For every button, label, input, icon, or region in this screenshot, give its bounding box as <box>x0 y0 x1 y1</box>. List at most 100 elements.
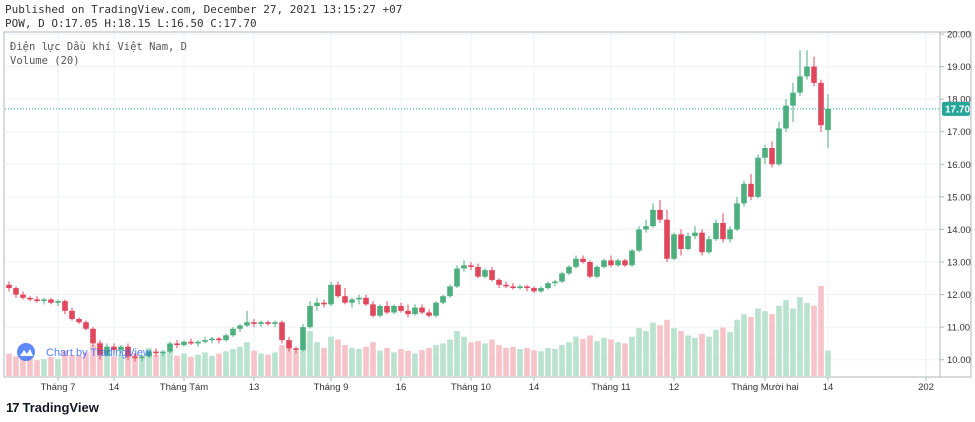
candle-body <box>237 325 243 329</box>
candle-body <box>321 302 327 305</box>
price-tick-label: 17.00 <box>947 127 971 138</box>
candle-body <box>510 286 516 289</box>
candle-body <box>461 265 467 269</box>
published-info: Published on TradingView.com, December 2… <box>5 3 403 16</box>
volume-bar <box>41 359 47 376</box>
last-price-label: 17.70 <box>945 104 970 115</box>
candle <box>300 323 306 352</box>
candle-body <box>559 273 565 282</box>
candle-body <box>755 157 761 197</box>
time-tick-label: 13 <box>249 382 260 393</box>
candle-body <box>209 338 215 341</box>
volume-bar <box>685 335 691 376</box>
time-axis: Tháng 7 14 Tháng Tám 13 Tháng 9 16 Tháng 10 14 T… <box>41 377 934 393</box>
candle-body <box>188 341 194 344</box>
candle-body <box>706 239 712 253</box>
tradingview-badge-icon <box>17 343 35 361</box>
volume-bar <box>349 347 355 376</box>
volume-bar <box>706 336 712 376</box>
mountain-glyph-icon <box>20 349 33 356</box>
price-axis: 20.00 19.00 18.00 17.00 16.00 15.00 14.00 13.00… <box>940 30 971 366</box>
candle-body <box>804 66 810 77</box>
volume-bar <box>629 336 635 376</box>
footer[interactable]: 17 TradingView <box>6 400 99 415</box>
price-tick-label: 18.00 <box>947 95 971 106</box>
candle <box>580 255 586 264</box>
candle-body <box>265 322 271 324</box>
candle <box>776 121 782 166</box>
candle-body <box>776 128 782 165</box>
candle-body <box>426 312 432 316</box>
candle <box>76 317 82 324</box>
candle-body <box>132 356 138 359</box>
candle-body <box>419 307 425 313</box>
candle-body <box>244 322 250 326</box>
candle <box>104 343 110 357</box>
ohlc-readout: POW, D O:17.05 H:18.15 L:16.50 C:17.70 <box>5 17 257 30</box>
volume-bar <box>489 339 495 376</box>
candle-body <box>790 92 796 106</box>
volume-bar <box>720 327 726 376</box>
volume-bar <box>202 352 208 376</box>
candle-body <box>307 305 313 328</box>
candle <box>13 286 19 298</box>
candle <box>342 288 348 305</box>
candle <box>321 299 327 308</box>
candle <box>545 281 551 290</box>
candle-body <box>328 284 334 305</box>
candle-body <box>27 297 33 300</box>
volume-bar <box>503 347 509 376</box>
candle-body <box>699 232 705 253</box>
volume-bar <box>664 319 670 376</box>
candle <box>769 141 775 168</box>
volume-bar <box>601 337 607 376</box>
candle-body <box>216 338 222 341</box>
candle <box>419 304 425 315</box>
candle <box>461 260 467 272</box>
candle-body <box>433 302 439 316</box>
candle-body <box>370 304 376 316</box>
volume-bar <box>608 339 614 376</box>
volume-bar <box>811 305 817 376</box>
candlestick-chart[interactable]: 20.00 19.00 18.00 17.00 16.00 15.00 14.00 13.00… <box>0 0 975 400</box>
candle-body <box>6 284 12 289</box>
candle-body <box>454 268 460 287</box>
candle <box>657 200 663 223</box>
candle-body <box>34 299 40 302</box>
volume-bar <box>671 328 677 376</box>
volume-bar <box>419 350 425 376</box>
volume-bar <box>678 331 684 376</box>
candle-body <box>195 341 201 344</box>
footer-brand: TradingView <box>22 400 99 415</box>
volume-bar <box>125 350 131 376</box>
candle <box>398 302 404 313</box>
candle <box>699 229 705 256</box>
candle-body <box>342 296 348 303</box>
candle <box>293 346 299 354</box>
candle <box>55 299 61 306</box>
candle <box>734 196 740 232</box>
candle <box>468 262 474 271</box>
candle-body <box>475 266 481 277</box>
candle-body <box>153 351 159 354</box>
volume-bar <box>20 359 26 376</box>
candle <box>223 333 229 342</box>
candle <box>251 319 257 328</box>
candle-body <box>300 327 306 350</box>
volume-bar <box>804 302 810 376</box>
candle <box>531 286 537 293</box>
candle <box>790 82 796 122</box>
legend-symbol: Điện lực Dầu khí Việt Nam, D <box>10 41 187 53</box>
candle-body <box>685 235 691 249</box>
candle-body <box>545 283 551 289</box>
price-tick-label: 13.00 <box>947 258 971 269</box>
volume-bar <box>335 339 341 376</box>
candle <box>139 354 145 362</box>
candle <box>713 219 719 241</box>
volume-bar <box>545 347 551 376</box>
volume-bar <box>713 329 719 376</box>
candle <box>20 291 26 300</box>
volume-bar <box>433 345 439 376</box>
candle-body <box>13 288 19 295</box>
last-price-badge <box>942 101 970 116</box>
